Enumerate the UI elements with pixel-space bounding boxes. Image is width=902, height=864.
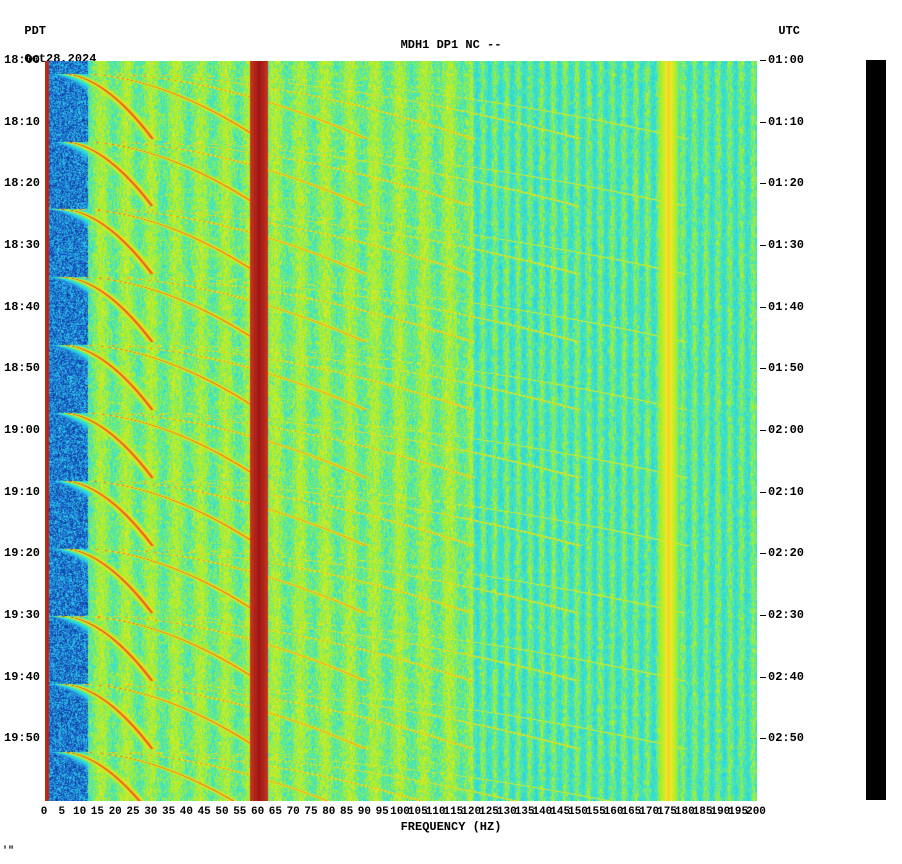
y-right-tick: 02:20: [768, 546, 804, 560]
x-tick: 80: [322, 806, 335, 818]
y-right-tick: 01:30: [768, 238, 804, 252]
y-left-tick: 18:30: [4, 238, 40, 252]
y-left-tick: 18:10: [4, 115, 40, 129]
x-tick: 90: [358, 806, 371, 818]
y-left-tick: 19:10: [4, 485, 40, 499]
y-left-tick: 19:50: [4, 731, 40, 745]
y-left-tick: 19:20: [4, 546, 40, 560]
x-tick: 200: [746, 806, 766, 818]
y-left-tick: 19:00: [4, 423, 40, 437]
x-tick: 20: [109, 806, 122, 818]
y-right-tick: 02:30: [768, 608, 804, 622]
x-tick: 50: [215, 806, 228, 818]
y-right-tick: 01:40: [768, 300, 804, 314]
colorbar: [866, 60, 886, 800]
y-left-tick: 19:30: [4, 608, 40, 622]
x-tick: 65: [269, 806, 282, 818]
y-left-tick: 18:00: [4, 53, 40, 67]
x-tick: 95: [376, 806, 389, 818]
y-left-tick: 18:20: [4, 176, 40, 190]
tz-right-label: UTC: [778, 24, 800, 38]
y-axis-left: 18:0018:1018:2018:3018:4018:5019:0019:10…: [4, 60, 44, 800]
spectrogram-canvas: [45, 61, 757, 801]
y-right-tick: 01:20: [768, 176, 804, 190]
y-left-tick: 19:40: [4, 670, 40, 684]
x-tick: 45: [198, 806, 211, 818]
x-tick: 85: [340, 806, 353, 818]
y-right-tick: 01:00: [768, 53, 804, 67]
y-axis-right: 01:0001:1001:2001:3001:4001:5002:0002:10…: [768, 60, 808, 800]
x-tick: 75: [304, 806, 317, 818]
x-axis-label: FREQUENCY (HZ): [401, 820, 502, 834]
x-tick: 70: [287, 806, 300, 818]
y-right-tick: 02:00: [768, 423, 804, 437]
x-tick: 30: [144, 806, 157, 818]
x-tick: 10: [73, 806, 86, 818]
tz-left-label: PDT: [24, 24, 46, 38]
x-tick: 35: [162, 806, 175, 818]
x-tick: 40: [180, 806, 193, 818]
x-tick: 0: [41, 806, 48, 818]
x-tick: 5: [58, 806, 65, 818]
y-left-tick: 18:40: [4, 300, 40, 314]
y-right-tick: 01:10: [768, 115, 804, 129]
x-tick: 60: [251, 806, 264, 818]
y-right-tick: 02:10: [768, 485, 804, 499]
y-left-tick: 18:50: [4, 361, 40, 375]
spectrogram-plot: [44, 60, 758, 802]
x-tick: 55: [233, 806, 246, 818]
x-tick: 25: [126, 806, 139, 818]
y-right-tick: 01:50: [768, 361, 804, 375]
y-right-tick: 02:50: [768, 731, 804, 745]
title-line1: MDH1 DP1 NC --: [379, 38, 523, 52]
x-tick: 15: [91, 806, 104, 818]
corner-mark: '": [2, 846, 14, 857]
y-right-tick: 02:40: [768, 670, 804, 684]
